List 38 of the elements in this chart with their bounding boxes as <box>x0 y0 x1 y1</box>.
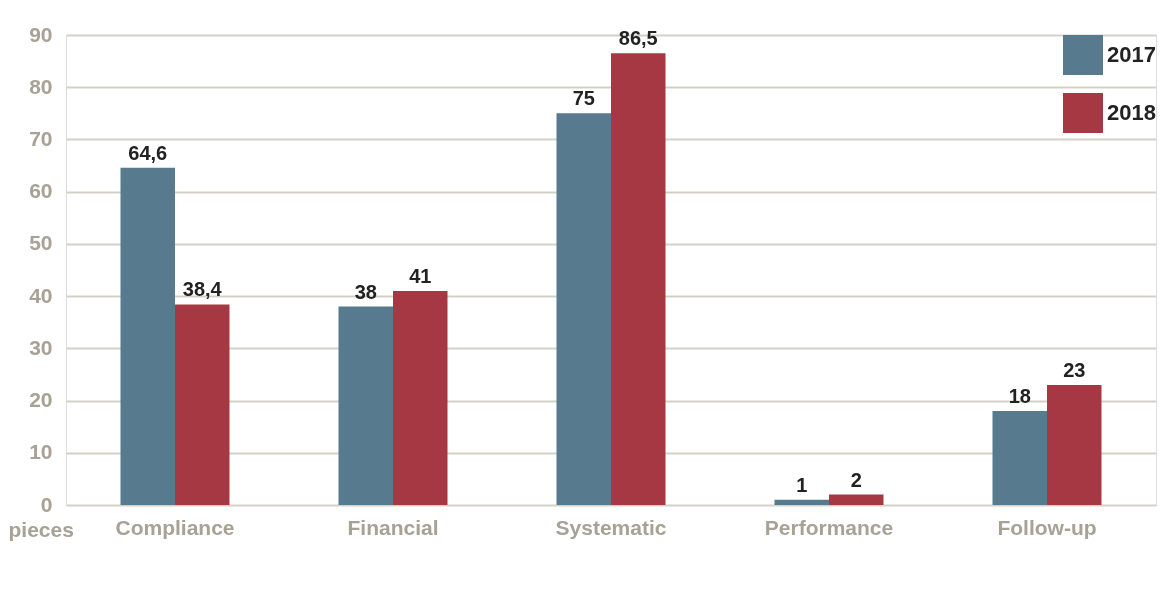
x-tick-label: Compliance <box>115 515 235 539</box>
bar <box>611 53 666 505</box>
data-label: 2 <box>850 468 862 491</box>
x-tick-label: Performance <box>764 515 894 539</box>
data-label: 64,6 <box>128 141 168 164</box>
y-tick-label: 80 <box>29 74 53 98</box>
bar <box>992 411 1047 505</box>
bar <box>556 113 611 505</box>
y-tick-label: 0 <box>40 492 53 516</box>
y-tick-label: 90 <box>29 22 53 46</box>
bar <box>774 499 829 505</box>
y-tick-label: 60 <box>29 179 53 203</box>
bar <box>1047 384 1102 505</box>
data-label: 38 <box>354 280 377 303</box>
data-label: 75 <box>572 87 595 110</box>
y-tick-label: 20 <box>29 388 53 412</box>
y-tick-label: 30 <box>29 335 53 359</box>
bar <box>829 494 884 505</box>
x-tick-label: Financial <box>347 515 439 539</box>
data-label: 1 <box>796 473 808 496</box>
y-tick-label: 70 <box>29 126 53 150</box>
x-tick-label: Follow-up <box>997 515 1097 539</box>
legend-label: 2018 <box>1107 100 1156 125</box>
y-tick-label: 40 <box>29 283 53 307</box>
y-tick-label: 50 <box>29 231 53 255</box>
data-label: 18 <box>1008 385 1031 407</box>
bar <box>393 290 448 505</box>
bar <box>338 306 393 505</box>
y-axis-title: pieces <box>8 517 74 541</box>
x-tick-label: Systematic <box>555 515 667 539</box>
legend-label: 2017 <box>1107 42 1156 67</box>
data-label: 23 <box>1063 358 1086 381</box>
bar <box>120 167 175 505</box>
data-label: 38,4 <box>182 278 223 301</box>
data-label: 86,5 <box>618 27 658 50</box>
data-label: 41 <box>409 264 432 287</box>
bar <box>175 304 230 505</box>
y-tick-label: 10 <box>29 440 53 464</box>
